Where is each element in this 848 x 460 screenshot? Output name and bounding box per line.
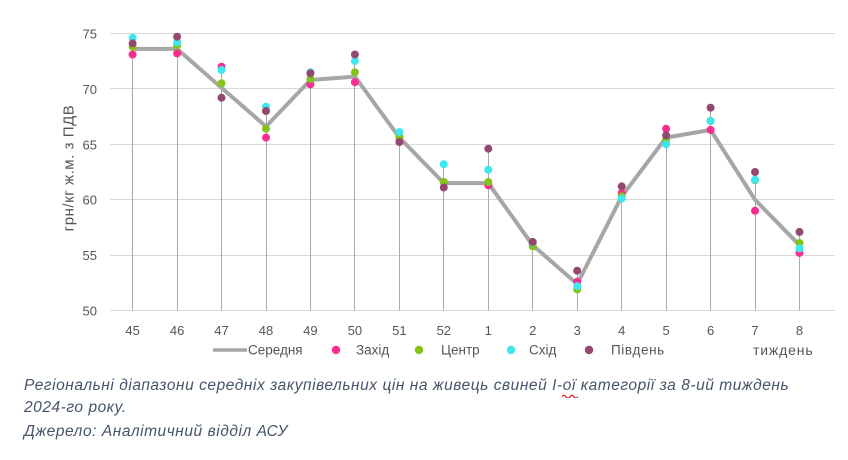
svg-text:60: 60 bbox=[83, 193, 97, 208]
svg-text:5: 5 bbox=[662, 323, 669, 338]
svg-text:45: 45 bbox=[125, 323, 139, 338]
svg-text:50: 50 bbox=[83, 304, 97, 319]
svg-text:48: 48 bbox=[259, 323, 273, 338]
svg-text:75: 75 bbox=[83, 26, 97, 41]
svg-text:7: 7 bbox=[751, 323, 758, 338]
svg-text:2: 2 bbox=[529, 323, 536, 338]
svg-text:тиждень: тиждень bbox=[753, 342, 814, 358]
svg-text:51: 51 bbox=[392, 323, 406, 338]
svg-text:8: 8 bbox=[796, 323, 803, 338]
svg-text:грн/кг ж.м. з ПДВ: грн/кг ж.м. з ПДВ bbox=[61, 105, 78, 232]
svg-text:4: 4 bbox=[618, 323, 625, 338]
svg-text:46: 46 bbox=[170, 323, 184, 338]
svg-text:Південь: Південь bbox=[611, 343, 665, 358]
svg-text:52: 52 bbox=[437, 323, 451, 338]
svg-text:3: 3 bbox=[574, 323, 581, 338]
svg-text:Середня: Середня bbox=[248, 343, 303, 358]
svg-text:Захід: Захід bbox=[356, 343, 389, 358]
svg-text:Схід: Схід bbox=[529, 343, 556, 358]
svg-text:47: 47 bbox=[214, 323, 228, 338]
svg-text:1: 1 bbox=[485, 323, 492, 338]
svg-text:50: 50 bbox=[348, 323, 362, 338]
svg-text:70: 70 bbox=[83, 82, 97, 97]
svg-text:Центр: Центр bbox=[441, 343, 480, 358]
svg-text:55: 55 bbox=[83, 248, 97, 263]
svg-text:6: 6 bbox=[707, 323, 714, 338]
svg-text:65: 65 bbox=[83, 137, 97, 152]
svg-text:49: 49 bbox=[303, 323, 317, 338]
